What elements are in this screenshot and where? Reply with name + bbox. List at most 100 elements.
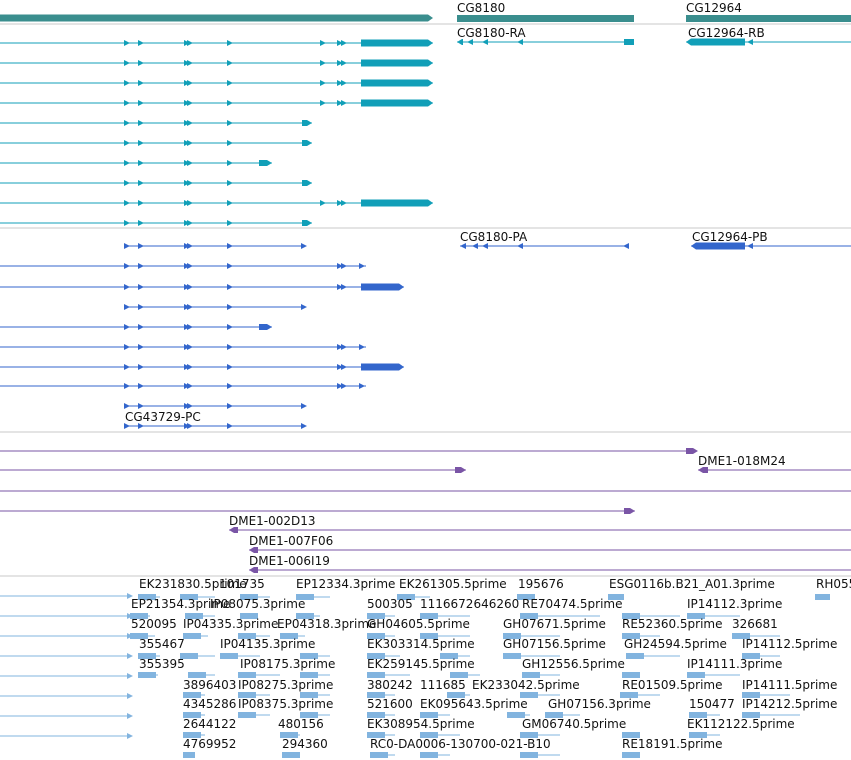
est-label[interactable]: 520095 — [131, 617, 177, 631]
gene-bar[interactable] — [686, 15, 851, 22]
est-feature[interactable] — [622, 732, 640, 738]
est-label[interactable]: 111685 — [420, 678, 466, 692]
est-feature[interactable] — [420, 732, 438, 738]
est-label[interactable]: IP04335.3prime — [183, 617, 279, 631]
est-feature[interactable] — [220, 653, 238, 659]
est-label[interactable]: GH12556.5prime — [522, 657, 625, 671]
est-label[interactable]: 521600 — [367, 697, 413, 711]
est-feature[interactable] — [300, 712, 318, 718]
est-label[interactable]: RE18191.5prime — [622, 737, 723, 751]
est-feature[interactable] — [138, 594, 156, 600]
clone-label[interactable]: DME1-007F06 — [249, 534, 334, 548]
gene-label[interactable]: CG12964 — [686, 1, 742, 15]
est-feature[interactable] — [300, 653, 318, 659]
est-feature[interactable] — [238, 672, 256, 678]
est-feature[interactable] — [188, 672, 206, 678]
clone-label[interactable]: DME1-002D13 — [229, 514, 316, 528]
est-feature[interactable] — [282, 752, 300, 758]
est-feature[interactable] — [732, 633, 750, 639]
est-feature[interactable] — [507, 712, 525, 718]
est-feature[interactable] — [296, 594, 314, 600]
est-feature[interactable] — [687, 672, 705, 678]
est-feature[interactable] — [280, 732, 298, 738]
est-feature[interactable] — [522, 672, 540, 678]
est-feature[interactable] — [622, 613, 640, 619]
est-label[interactable]: GH07156.5prime — [503, 637, 606, 651]
est-label[interactable]: GH04605.5prime — [367, 617, 470, 631]
est-feature[interactable] — [300, 672, 318, 678]
gene-label[interactable]: CG8180 — [457, 1, 506, 15]
est-label[interactable]: EK303314.5prime — [367, 637, 475, 651]
est-label[interactable]: GM06740.5prime — [522, 717, 627, 731]
clone-label[interactable]: DME1-006I19 — [249, 554, 330, 568]
est-feature[interactable] — [240, 594, 258, 600]
est-feature[interactable] — [280, 633, 298, 639]
exon-block[interactable] — [361, 283, 404, 291]
est-feature[interactable] — [687, 613, 705, 619]
est-feature[interactable] — [180, 594, 198, 600]
est-label[interactable]: 326681 — [732, 617, 778, 631]
est-label[interactable]: RE52360.5prime — [622, 617, 723, 631]
est-label[interactable]: 294360 — [282, 737, 328, 751]
est-label[interactable]: 101735 — [219, 577, 265, 591]
est-feature[interactable] — [367, 633, 385, 639]
exon-block[interactable] — [361, 199, 433, 207]
est-label[interactable]: IP04135.3prime — [220, 637, 316, 651]
exon-block[interactable] — [361, 99, 433, 107]
est-label[interactable]: IP08275.3prime — [238, 678, 334, 692]
est-label[interactable]: 380242 — [367, 678, 413, 692]
est-label[interactable]: IP08175.3prime — [240, 657, 336, 671]
est-feature[interactable] — [608, 594, 624, 600]
est-feature[interactable] — [742, 692, 760, 698]
est-label[interactable]: 2644122 — [183, 717, 237, 731]
est-label[interactable]: EP12334.3prime — [296, 577, 396, 591]
est-feature[interactable] — [238, 633, 256, 639]
est-label[interactable]: IP14111.5prime — [742, 678, 838, 692]
est-feature[interactable] — [742, 653, 760, 659]
est-label[interactable]: 500305 — [367, 597, 413, 611]
est-feature[interactable] — [520, 752, 538, 758]
exon-block[interactable] — [229, 527, 238, 533]
est-label[interactable]: IP14112.3prime — [687, 597, 783, 611]
est-label[interactable]: GH07156.3prime — [548, 697, 651, 711]
gene-bar[interactable] — [457, 15, 634, 22]
est-label[interactable]: 3896403 — [183, 678, 237, 692]
exon-block[interactable] — [624, 39, 634, 45]
exon-block[interactable] — [361, 39, 433, 47]
transcript-label[interactable]: CG8180-RA — [457, 26, 526, 40]
est-feature[interactable] — [238, 692, 256, 698]
est-feature[interactable] — [367, 653, 385, 659]
exon-block[interactable] — [455, 467, 466, 473]
est-feature[interactable] — [420, 613, 438, 619]
est-feature[interactable] — [447, 692, 465, 698]
est-feature[interactable] — [397, 594, 415, 600]
est-label[interactable]: EK095643.5prime — [420, 697, 528, 711]
est-feature[interactable] — [520, 732, 538, 738]
exon-block[interactable] — [302, 220, 312, 226]
est-label[interactable]: GH24594.5prime — [624, 637, 727, 651]
est-feature[interactable] — [183, 633, 201, 639]
est-label[interactable]: EK233042.5prime — [472, 678, 580, 692]
est-label[interactable]: IP14112.5prime — [742, 637, 838, 651]
est-label[interactable]: 480156 — [278, 717, 324, 731]
est-label[interactable]: 355395 — [139, 657, 185, 671]
est-feature[interactable] — [238, 712, 256, 718]
est-feature[interactable] — [300, 692, 318, 698]
est-feature[interactable] — [520, 692, 538, 698]
est-feature[interactable] — [517, 594, 535, 600]
est-label[interactable]: 195676 — [518, 577, 564, 591]
est-feature[interactable] — [240, 613, 258, 619]
exon-block[interactable] — [302, 180, 312, 186]
est-label[interactable]: RC0-DA0006-130700-021-B10 — [370, 737, 551, 751]
est-feature[interactable] — [622, 672, 640, 678]
est-label[interactable]: IP14212.5prime — [742, 697, 838, 711]
est-feature[interactable] — [520, 613, 538, 619]
est-feature[interactable] — [689, 712, 707, 718]
clone-label[interactable]: DME1-018M24 — [698, 454, 786, 468]
est-label[interactable]: IP08075.3prime — [210, 597, 306, 611]
est-feature[interactable] — [185, 613, 203, 619]
est-feature[interactable] — [815, 594, 830, 600]
est-feature[interactable] — [183, 752, 195, 758]
est-label[interactable]: IP14111.3prime — [687, 657, 783, 671]
est-label[interactable]: 355467 — [139, 637, 185, 651]
